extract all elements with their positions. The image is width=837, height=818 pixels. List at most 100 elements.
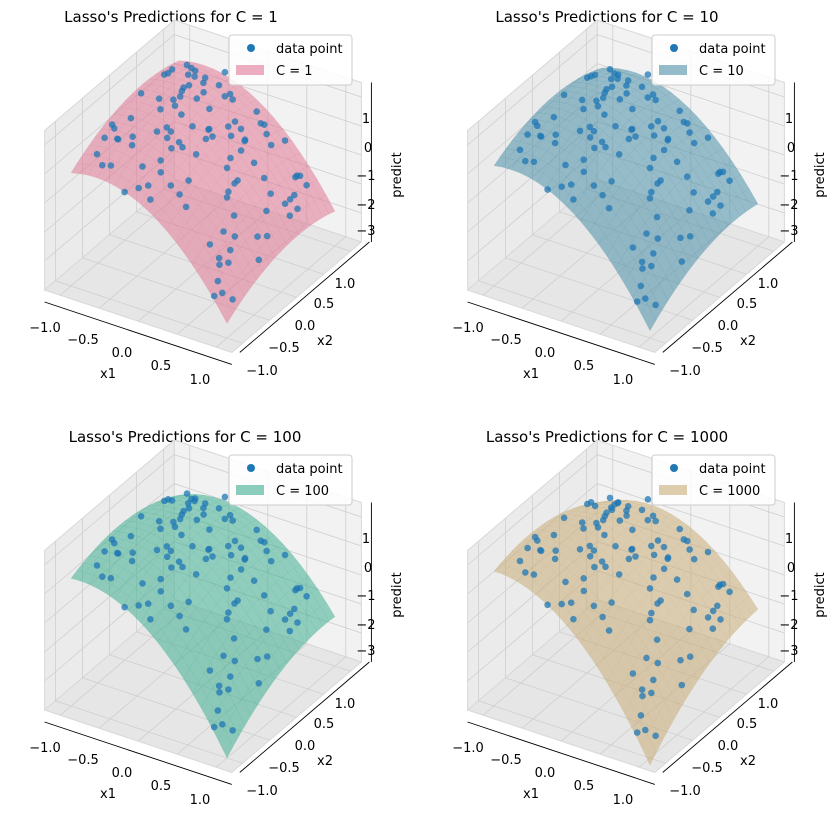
data-point bbox=[229, 727, 236, 734]
legend-label: data point bbox=[699, 42, 766, 57]
data-point bbox=[686, 625, 693, 633]
data-point bbox=[686, 207, 693, 214]
surface-patch bbox=[236, 271, 252, 297]
legend-label: C = 1 bbox=[276, 64, 313, 79]
x-tick-label: 1.0 bbox=[613, 373, 634, 388]
data-point bbox=[558, 600, 565, 608]
x-axis-line bbox=[44, 721, 232, 785]
z-tick-label: −1 bbox=[356, 169, 375, 184]
data-point bbox=[108, 536, 116, 543]
surface-patch bbox=[302, 204, 318, 226]
surface-patch bbox=[236, 698, 252, 727]
legend-label: C = 10 bbox=[699, 64, 744, 79]
data-point bbox=[157, 525, 164, 533]
data-point bbox=[260, 592, 268, 599]
data-point bbox=[601, 531, 608, 539]
data-point bbox=[704, 548, 712, 556]
surface-patch bbox=[689, 235, 705, 259]
data-point bbox=[164, 496, 172, 503]
x-tick-label: 0.0 bbox=[112, 346, 133, 361]
legend-marker-surface bbox=[659, 485, 687, 495]
surface-patch bbox=[707, 631, 723, 656]
x-tick-label: 1.0 bbox=[190, 373, 211, 388]
legend: data point C = 100 bbox=[228, 454, 353, 506]
surface-patch bbox=[248, 679, 264, 707]
data-point bbox=[294, 619, 301, 626]
x-tick-label: −1.0 bbox=[29, 741, 61, 756]
data-point bbox=[578, 96, 586, 104]
x-tick-label: 0.5 bbox=[151, 779, 172, 794]
data-point bbox=[189, 542, 196, 550]
z-tick-label: 1 bbox=[362, 112, 370, 127]
data-point bbox=[673, 158, 681, 166]
data-point bbox=[590, 127, 598, 135]
data-points bbox=[516, 66, 733, 309]
data-point bbox=[99, 161, 106, 169]
surface-patch bbox=[743, 595, 759, 616]
data-point bbox=[216, 689, 223, 696]
data-point bbox=[558, 183, 565, 190]
surface-patch bbox=[671, 257, 687, 284]
data-point bbox=[648, 123, 655, 130]
data-point bbox=[168, 564, 175, 571]
data-point bbox=[231, 657, 239, 665]
y-tick-label: −0.5 bbox=[268, 761, 300, 776]
data-point bbox=[231, 537, 239, 545]
data-point bbox=[686, 129, 693, 136]
data-point bbox=[632, 133, 639, 140]
data-point bbox=[567, 181, 575, 188]
z-tick-label: −1 bbox=[356, 589, 375, 604]
data-point bbox=[267, 607, 275, 615]
z-tick-label: 0 bbox=[787, 141, 795, 156]
data-point bbox=[726, 177, 733, 184]
data-point bbox=[633, 298, 641, 305]
surface-patch bbox=[713, 624, 729, 648]
data-point bbox=[590, 602, 598, 610]
data-point bbox=[191, 67, 199, 75]
data-point bbox=[135, 184, 142, 192]
surface-patch bbox=[737, 192, 753, 212]
data-point bbox=[176, 191, 183, 198]
z-tick-label: 1 bbox=[362, 532, 370, 547]
data-point bbox=[629, 670, 637, 677]
data-point bbox=[107, 574, 115, 582]
data-point bbox=[586, 123, 594, 131]
data-point bbox=[167, 128, 175, 135]
legend-label: C = 100 bbox=[276, 484, 329, 499]
data-point bbox=[530, 158, 538, 166]
grid-line bbox=[55, 121, 243, 344]
data-point bbox=[580, 587, 588, 595]
data-point bbox=[677, 234, 684, 242]
y-tick-label: −0.5 bbox=[691, 341, 723, 356]
surface-patch bbox=[659, 274, 675, 302]
data-point bbox=[608, 83, 616, 91]
data-point bbox=[178, 87, 186, 95]
data-point bbox=[93, 562, 101, 569]
data-point bbox=[237, 544, 245, 551]
data-point bbox=[221, 515, 229, 523]
y-tick-label: 1.0 bbox=[335, 697, 356, 712]
data-point bbox=[167, 602, 175, 610]
data-point bbox=[193, 516, 201, 524]
data-point bbox=[128, 557, 136, 565]
legend: data point C = 1 bbox=[228, 34, 353, 86]
data-point bbox=[660, 125, 668, 132]
data-point bbox=[551, 555, 559, 563]
data-point bbox=[552, 547, 559, 554]
legend-label: C = 1000 bbox=[699, 484, 760, 499]
x-tick-label: 0.0 bbox=[112, 766, 133, 781]
data-point bbox=[157, 169, 165, 176]
surface-patch bbox=[320, 194, 336, 215]
data-point bbox=[608, 506, 616, 514]
legend-marker-surface bbox=[659, 65, 687, 75]
data-point bbox=[231, 118, 239, 125]
data-point bbox=[153, 546, 161, 554]
data-point bbox=[209, 133, 216, 140]
data-point bbox=[614, 71, 622, 78]
surface-patch bbox=[296, 208, 312, 230]
legend-marker-surface bbox=[236, 65, 264, 75]
data-point bbox=[516, 557, 524, 565]
data-point bbox=[638, 506, 646, 514]
subplot-title: Lasso's Predictions for C = 1000 bbox=[486, 428, 728, 446]
surface-patch bbox=[278, 640, 294, 665]
